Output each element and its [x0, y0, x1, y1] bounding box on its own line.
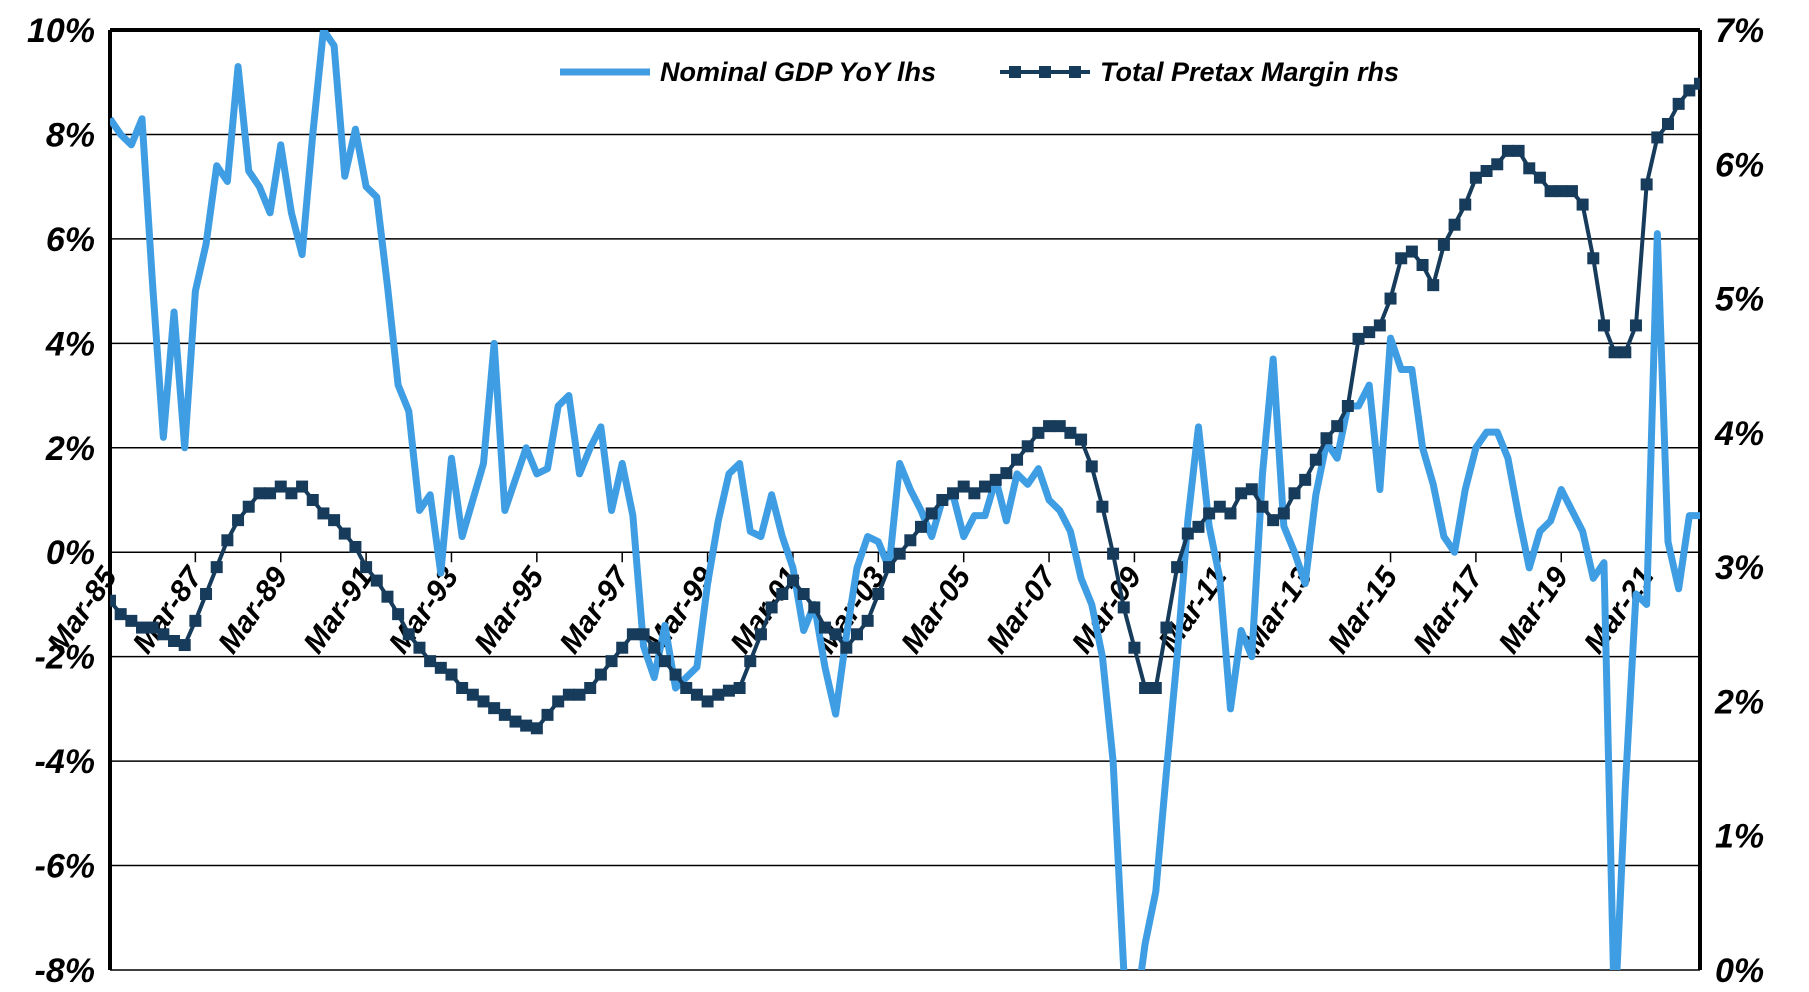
legend-label-1: Nominal GDP YoY lhs: [660, 57, 936, 87]
right-axis-tick-label: 4%: [1714, 415, 1764, 453]
left-axis-tick-label: 6%: [46, 221, 95, 259]
right-axis-tick-label: 2%: [1714, 683, 1764, 721]
left-axis-tick-label: 10%: [27, 12, 95, 50]
right-axis-tick-label: 0%: [1715, 952, 1764, 990]
left-axis-tick-label: 4%: [45, 325, 95, 363]
left-axis-tick-label: -4%: [35, 743, 95, 781]
left-axis-tick-label: -8%: [35, 952, 95, 990]
right-axis-tick-label: 3%: [1715, 549, 1764, 587]
left-axis-tick-label: 2%: [45, 430, 95, 468]
left-axis-tick-label: -6%: [35, 848, 95, 886]
right-axis-tick-label: 1%: [1715, 818, 1764, 856]
right-axis-tick-label: 6%: [1715, 146, 1764, 184]
legend-label-2: Total Pretax Margin rhs: [1100, 57, 1399, 87]
right-axis-tick-label: 5%: [1715, 281, 1764, 319]
left-axis-tick-label: 0%: [46, 534, 95, 572]
left-axis-tick-label: 8%: [46, 116, 95, 154]
right-axis-tick-label: 7%: [1715, 12, 1764, 50]
dual-axis-line-chart: -8%-6%-4%-2%0%2%4%6%8%10%0%1%2%3%4%5%6%7…: [0, 0, 1809, 992]
